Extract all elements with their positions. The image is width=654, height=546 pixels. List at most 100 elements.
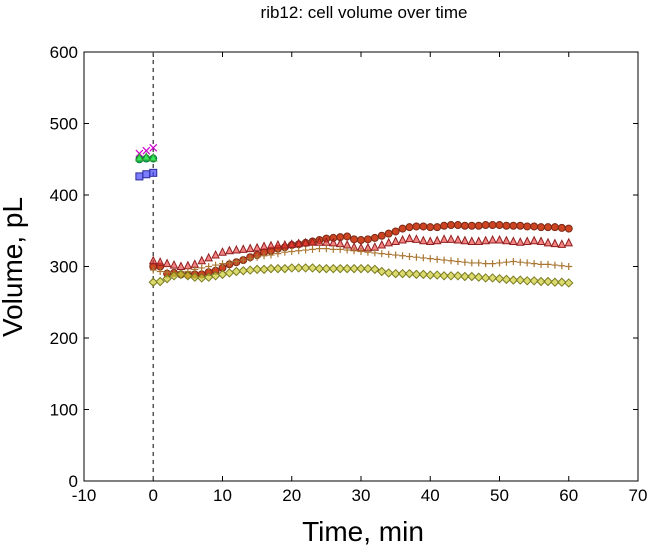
data-point-diamond xyxy=(383,268,394,278)
data-point-plus xyxy=(385,250,393,258)
data-point-diamond xyxy=(307,263,318,273)
data-point-triangle xyxy=(308,237,317,246)
data-point-plus xyxy=(309,245,317,253)
data-point-plus xyxy=(468,259,476,267)
data-point-triangle xyxy=(211,249,220,259)
data-point-plus xyxy=(357,247,365,255)
data-point-triangle xyxy=(536,236,546,245)
data-point-diamond xyxy=(190,272,200,282)
y-tick-label: 200 xyxy=(50,329,78,348)
data-point-diamond xyxy=(259,264,269,275)
data-point-plus xyxy=(267,251,275,259)
data-point-triangle xyxy=(515,237,525,246)
data-point-diamond xyxy=(418,269,429,280)
data-point-diamond xyxy=(252,264,262,275)
x-tick-label: 40 xyxy=(421,486,440,505)
data-point-diamond xyxy=(321,263,332,274)
data-point-diamond xyxy=(148,277,158,287)
data-point-triangle xyxy=(446,234,456,243)
data-point-diamond xyxy=(432,270,442,280)
data-point-plus xyxy=(315,245,323,253)
data-point-square xyxy=(142,170,151,179)
data-point-plus xyxy=(274,250,282,258)
data-point-triangle xyxy=(495,234,504,244)
data-point-diamond xyxy=(183,271,193,281)
data-point-diamond xyxy=(280,263,290,274)
data-point-plus xyxy=(253,253,261,261)
data-point-triangle xyxy=(432,235,442,245)
data-point-diamond xyxy=(390,268,401,279)
data-point-triangle xyxy=(529,235,539,245)
data-point-circle xyxy=(495,221,504,230)
data-point-diamond xyxy=(557,277,567,287)
data-point-triangle xyxy=(543,237,553,247)
data-point-triangle xyxy=(280,239,290,249)
data-point-diamond xyxy=(467,271,477,282)
data-point-plus xyxy=(496,259,503,267)
data-point-diamond xyxy=(314,263,325,274)
data-point-triangle xyxy=(142,151,151,161)
data-point-diamond xyxy=(224,268,235,278)
data-point-plus xyxy=(565,263,573,270)
data-point-diamond xyxy=(155,276,165,287)
data-point-triangle xyxy=(232,244,241,254)
data-point-triangle xyxy=(550,238,560,248)
data-point-plus xyxy=(440,256,448,264)
x-tick-label: 60 xyxy=(559,486,578,505)
data-point-x xyxy=(149,143,158,152)
data-point-triangle xyxy=(502,235,511,245)
data-point-plus xyxy=(225,259,233,267)
data-point-circle xyxy=(357,236,365,245)
data-point-plus xyxy=(281,248,289,256)
data-point-circle xyxy=(343,232,352,241)
data-point-triangle xyxy=(148,152,158,162)
data-point-diamond xyxy=(273,263,283,274)
data-point-circle xyxy=(453,221,462,230)
y-tick-label: 400 xyxy=(50,186,78,205)
data-point-triangle xyxy=(481,235,490,245)
data-point-diamond xyxy=(453,271,463,281)
data-point-diamond xyxy=(217,269,228,280)
data-point-plus xyxy=(405,252,413,260)
data-point-plus xyxy=(246,255,254,263)
data-point-triangle xyxy=(259,241,269,250)
x-tick-label: 0 xyxy=(149,486,158,505)
x-axis-label: Time, min xyxy=(302,516,424,546)
data-point-diamond xyxy=(494,273,505,284)
data-point-circle xyxy=(488,221,497,230)
data-point-diamond xyxy=(404,268,415,279)
data-point-circle xyxy=(502,221,511,230)
data-point-diamond xyxy=(460,271,470,282)
data-point-triangle xyxy=(176,261,186,270)
data-point-triangle xyxy=(273,239,283,249)
data-point-diamond xyxy=(363,263,373,274)
data-point-circle xyxy=(377,231,386,240)
data-point-triangle xyxy=(301,237,310,247)
data-point-plus xyxy=(399,252,407,260)
data-point-circle xyxy=(384,229,393,238)
data-point-plus xyxy=(378,250,386,258)
data-point-diamond xyxy=(176,269,186,280)
data-point-diamond xyxy=(543,276,553,287)
data-point-triangle xyxy=(412,234,421,243)
data-point-plus xyxy=(232,257,240,265)
data-point-circle xyxy=(516,221,525,230)
data-point-circle xyxy=(433,223,442,232)
data-point-triangle xyxy=(245,243,255,253)
data-point-triangle xyxy=(169,259,179,269)
data-point-diamond xyxy=(397,268,408,279)
data-point-plus xyxy=(371,249,379,257)
data-point-diamond xyxy=(300,263,311,273)
data-point-triangle xyxy=(398,234,407,244)
data-point-circle xyxy=(398,224,407,233)
data-point-square xyxy=(149,168,158,177)
data-point-diamond xyxy=(245,265,255,275)
data-point-triangle xyxy=(419,235,428,245)
data-point-plus xyxy=(461,258,469,266)
data-point-plus xyxy=(551,261,559,269)
y-tick-label: 100 xyxy=(50,401,78,420)
data-point-diamond xyxy=(328,263,339,274)
data-point-triangle xyxy=(453,234,463,244)
data-point-circle xyxy=(550,223,559,232)
